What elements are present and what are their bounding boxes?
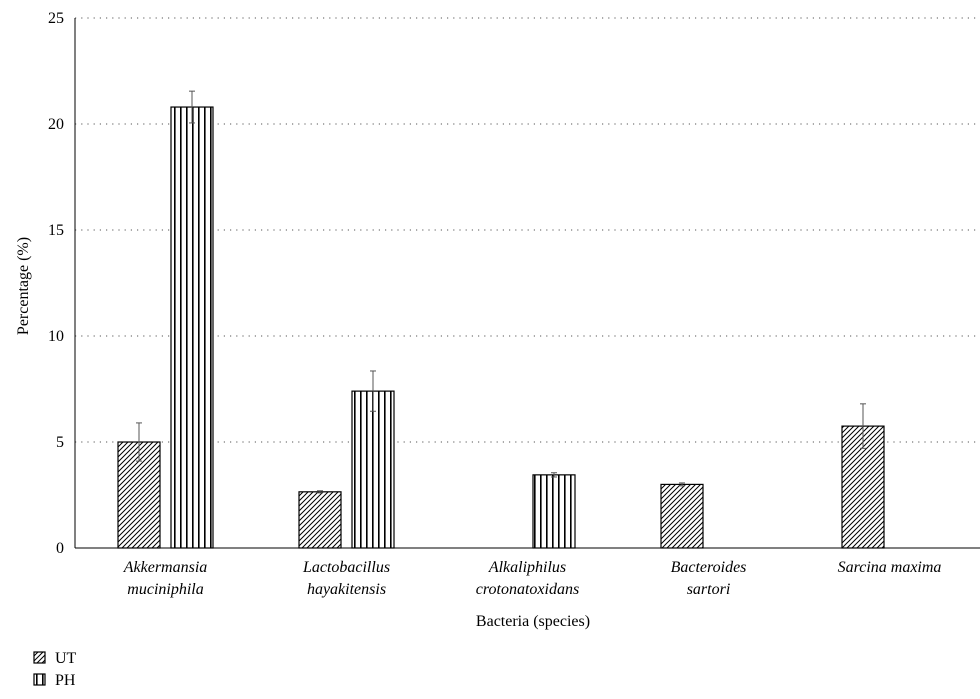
legend: UT PH <box>33 650 77 689</box>
legend-label-ut: UT <box>55 650 77 667</box>
bar-ph <box>532 474 576 549</box>
y-tick-label: 20 <box>48 116 64 133</box>
x-tick-label: Alkaliphilus crotonatoxidans <box>476 559 579 598</box>
tick-labels: 0 5 10 15 20 25 Akkermansia muciniphila Lactobac… <box>48 10 941 598</box>
bar-ph <box>170 106 214 549</box>
x-axis-title: Bacteria (species) <box>476 613 590 630</box>
x-tick-label: Bacteroides sartori <box>671 559 747 598</box>
y-tick-label: 25 <box>48 10 64 27</box>
legend-label-ph: PH <box>55 672 76 689</box>
x-tick-label: Sarcina maxima <box>838 559 942 576</box>
y-tick-label: 0 <box>56 540 64 557</box>
y-tick-label: 15 <box>48 222 64 239</box>
bar-ut <box>660 483 704 549</box>
bar-ut <box>298 491 342 549</box>
legend-swatch-ph <box>33 673 46 686</box>
axes <box>74 18 980 549</box>
legend-swatch-ut <box>33 651 46 664</box>
y-tick-label: 10 <box>48 328 64 345</box>
y-tick-label: 5 <box>56 434 64 451</box>
x-tick-label: Akkermansia muciniphila <box>123 559 208 598</box>
x-tick-label: Lactobacillus hayakitensis <box>302 559 390 598</box>
bar-ph <box>351 390 395 549</box>
bars <box>117 90 885 549</box>
y-axis-title: Percentage (%) <box>15 237 32 335</box>
